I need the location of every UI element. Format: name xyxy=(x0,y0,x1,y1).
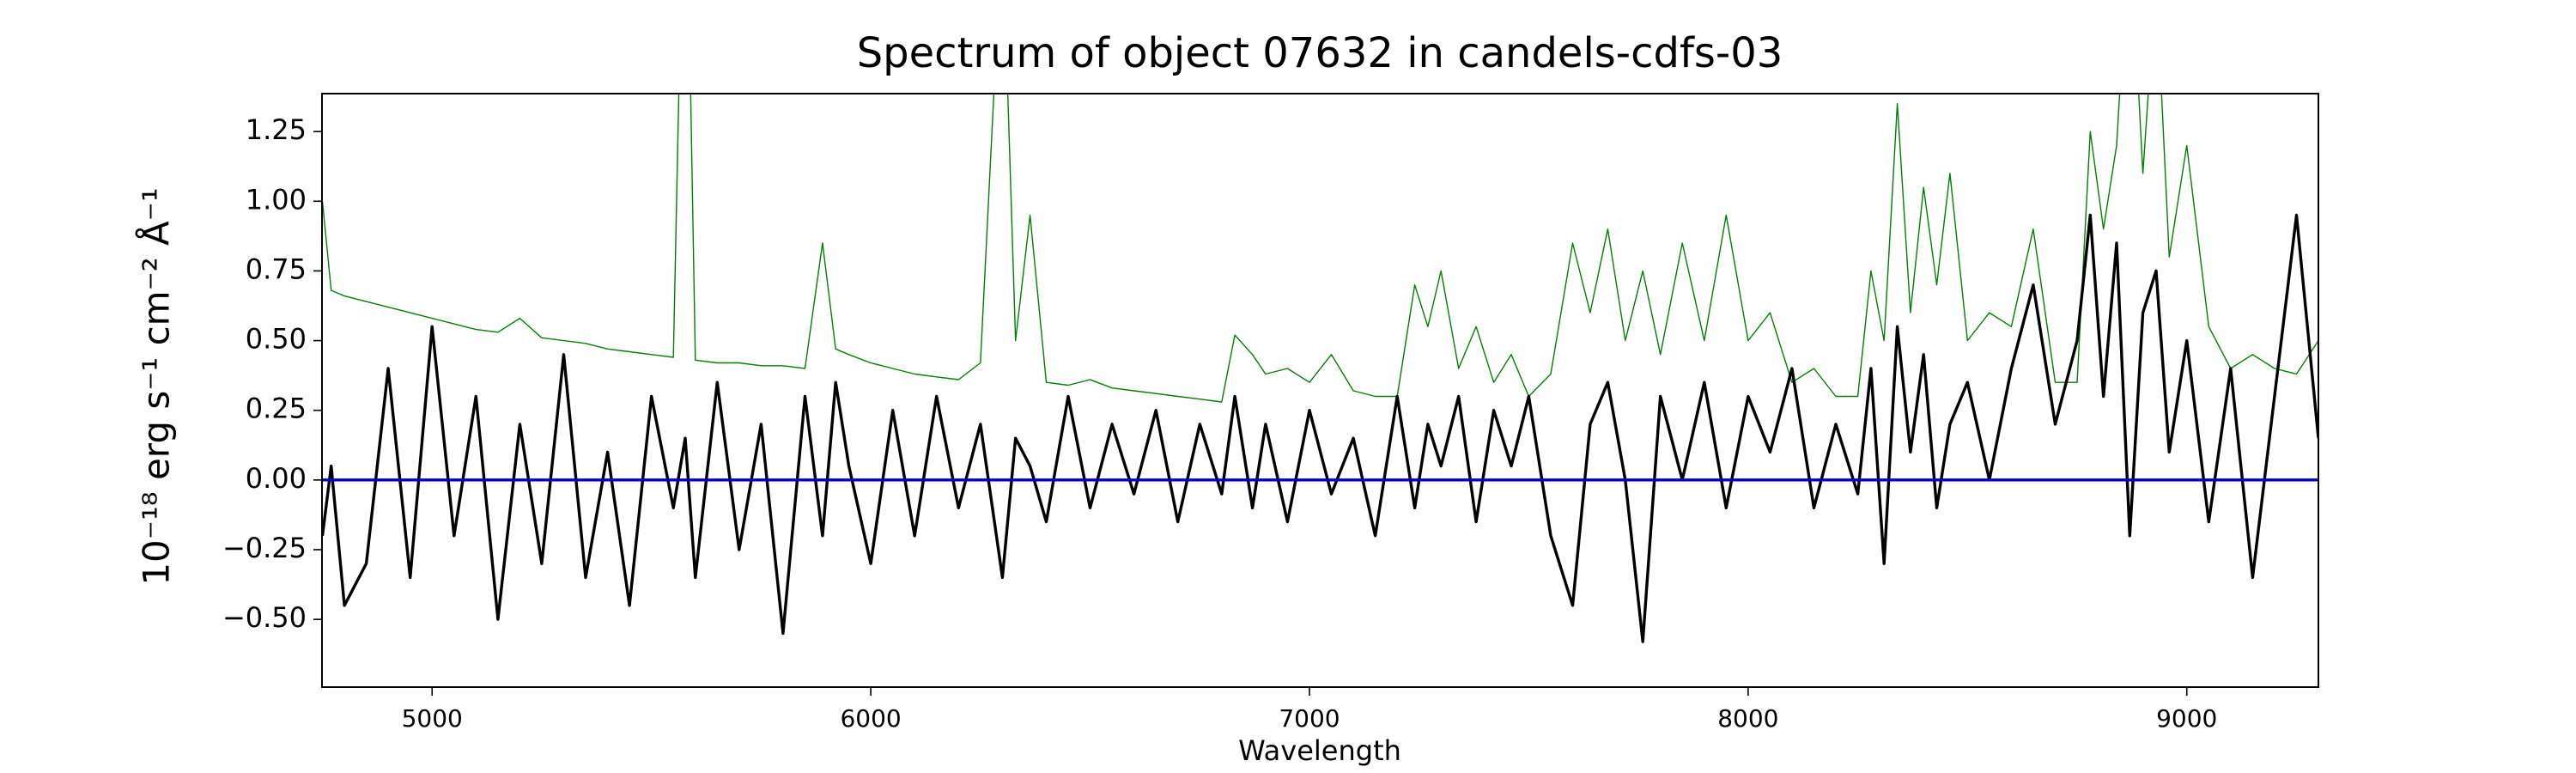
x-tick-label: 5000 xyxy=(402,704,463,733)
y-tick-label: −0.50 xyxy=(222,601,307,634)
x-axis-label: Wavelength xyxy=(1238,734,1401,767)
y-axis-label: 10⁻¹⁸ erg s⁻¹ cm⁻² Å⁻¹ xyxy=(135,187,178,585)
x-tick-label: 7000 xyxy=(1279,704,1340,733)
axes-frame xyxy=(321,93,2319,688)
y-tick-label: 0.75 xyxy=(246,253,307,285)
spectrum-line xyxy=(322,94,2318,403)
x-tick-label: 9000 xyxy=(2156,704,2217,733)
y-tick-label: 0.25 xyxy=(246,393,307,425)
y-tick-label: 0.00 xyxy=(246,462,307,495)
plot-area xyxy=(322,94,2318,643)
y-tick-label: 1.00 xyxy=(246,183,307,216)
y-tick-label: 1.25 xyxy=(246,113,307,146)
spectrum-line xyxy=(322,213,2318,643)
x-tick-label: 6000 xyxy=(840,704,901,733)
y-tick-label: −0.25 xyxy=(222,532,307,564)
x-tick-label: 8000 xyxy=(1717,704,1778,733)
chart-title: Spectrum of object 07632 in candels-cdfs… xyxy=(857,29,1783,77)
y-tick-label: 0.50 xyxy=(246,323,307,356)
